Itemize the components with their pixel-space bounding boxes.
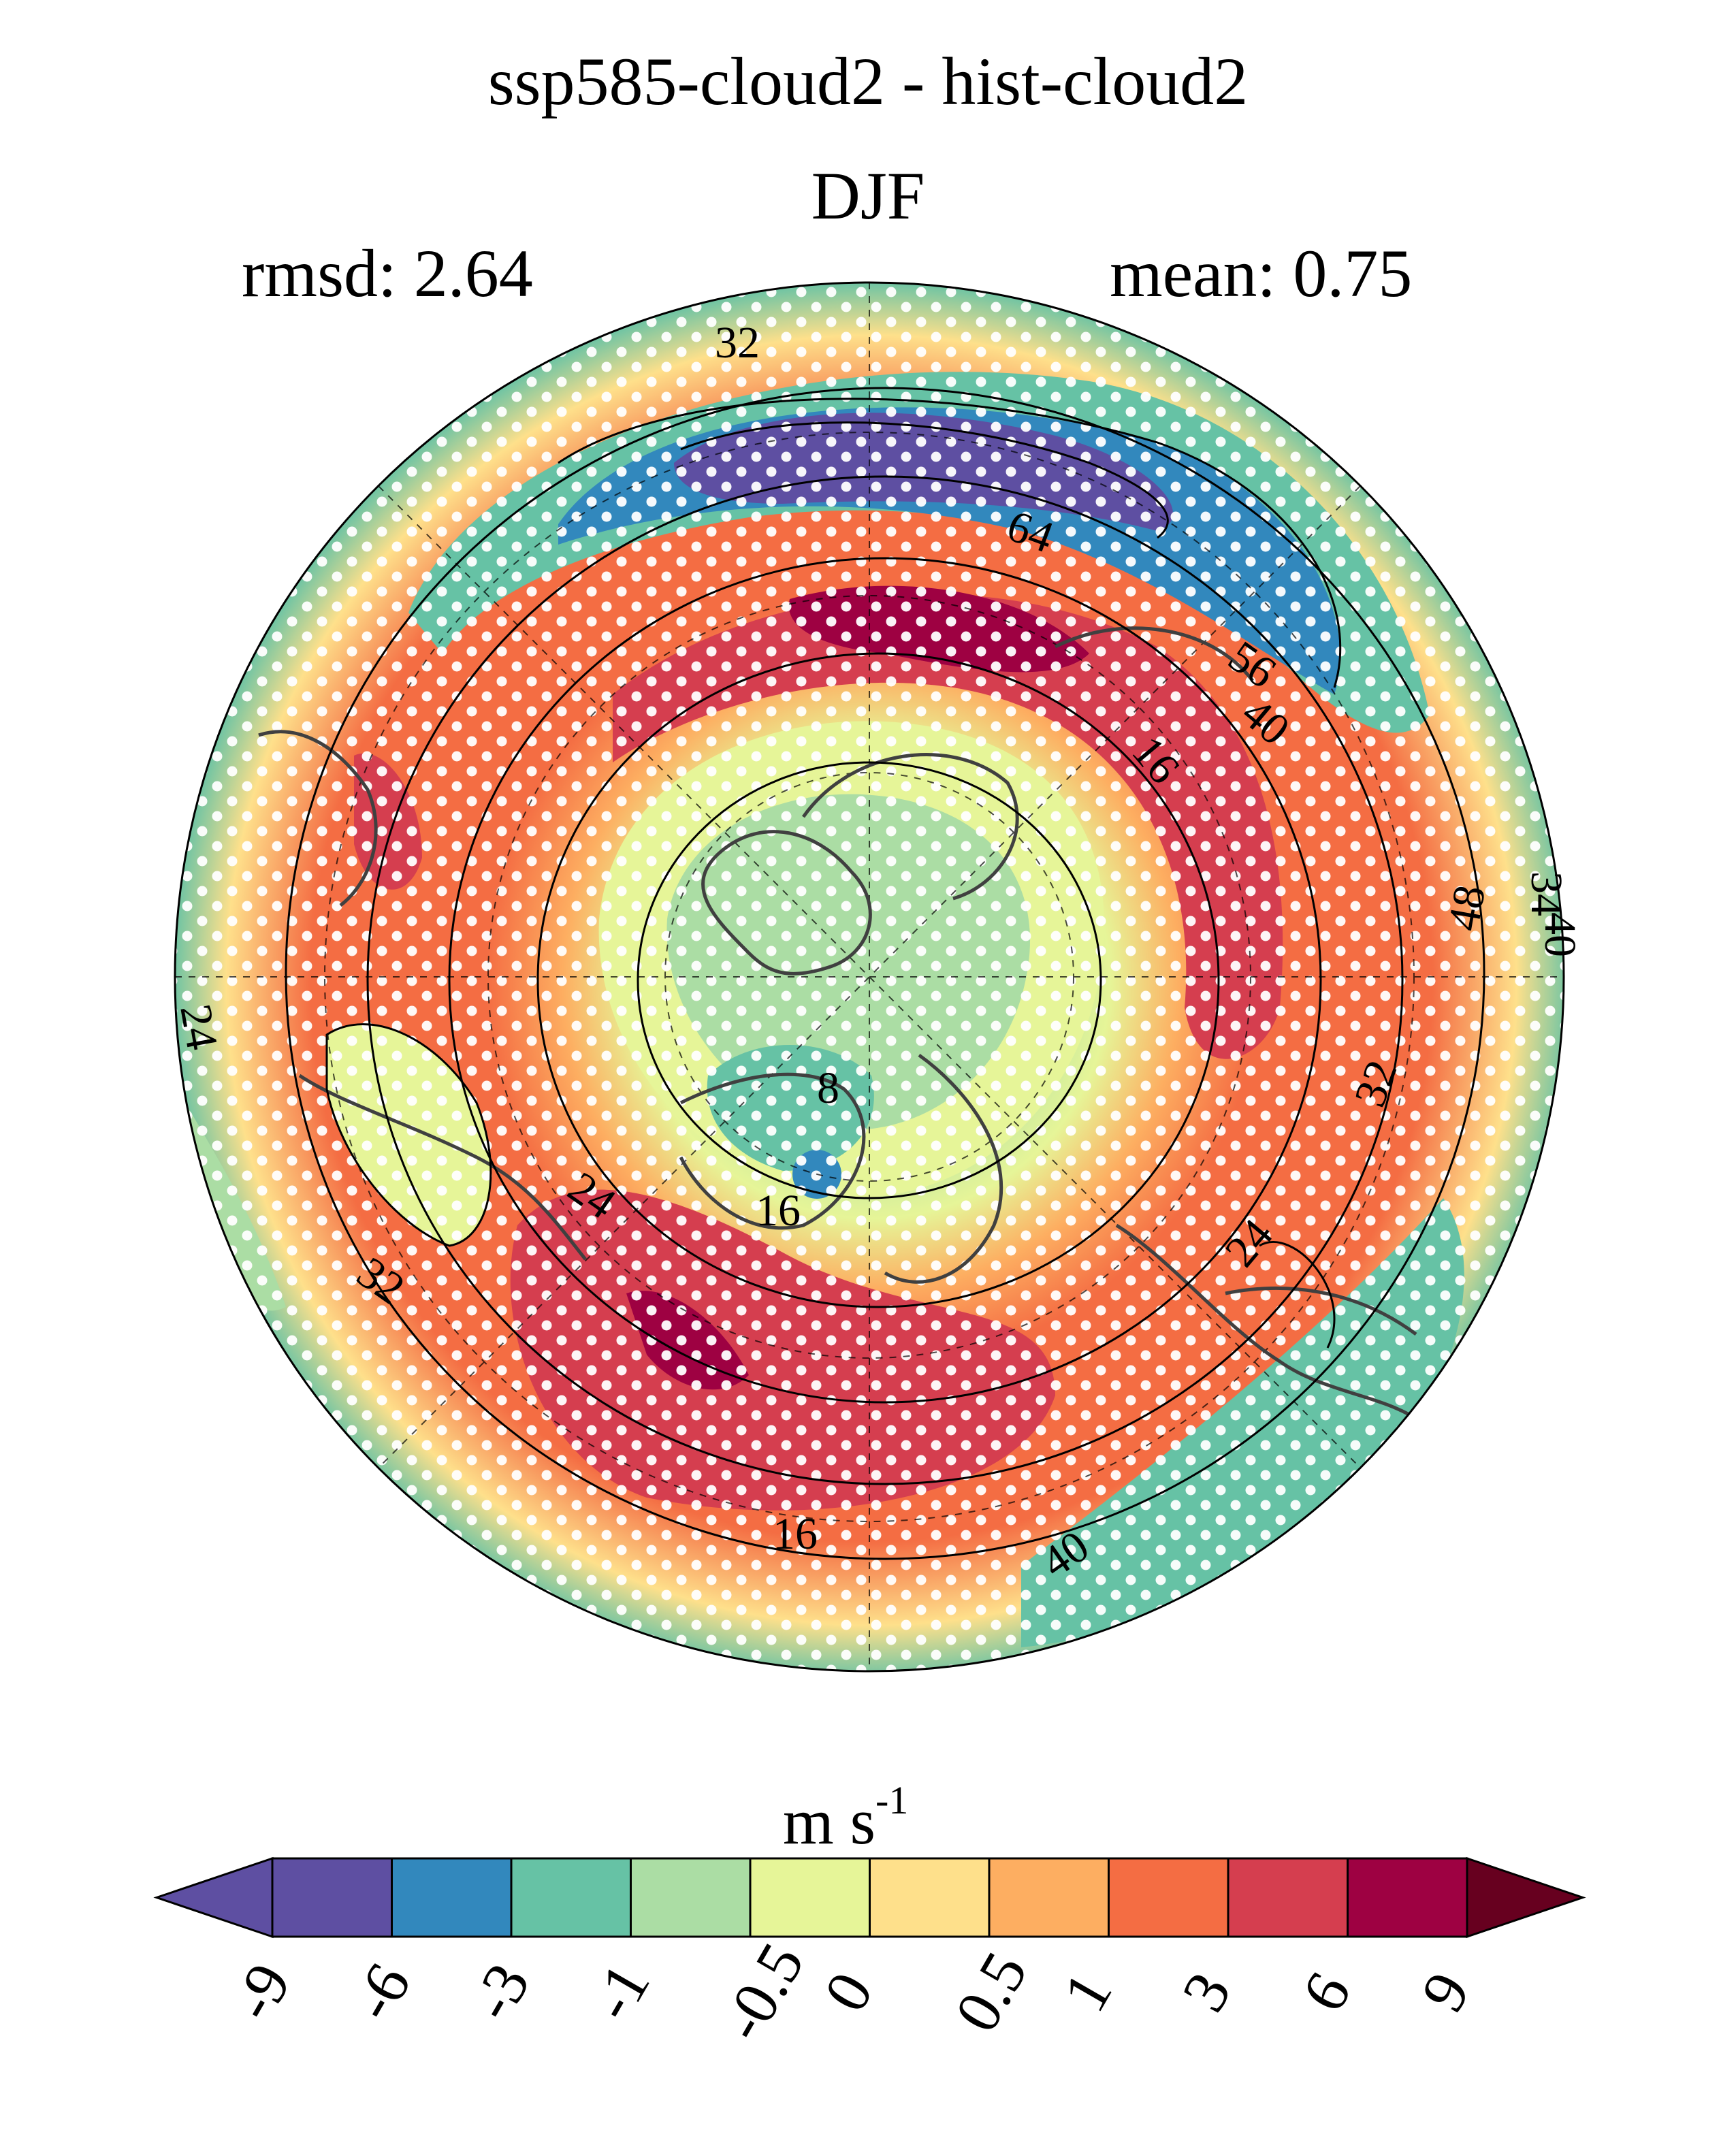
colorbar-segment (988, 1857, 1110, 1938)
map-boundary (174, 281, 1565, 1673)
colorbar-tick-label: -3 (456, 1952, 543, 2032)
colorbar-tick-label: 6 (1287, 1960, 1364, 2023)
contour-label: 32 (715, 318, 760, 368)
colorbar-segment (391, 1857, 513, 1938)
colorbar-tick-label: 0.5 (941, 1940, 1041, 2044)
contour-lines (285, 387, 1485, 1560)
colorbar-tick-label: -9 (217, 1952, 304, 2032)
contour-label: 40 (1535, 912, 1585, 957)
contour-label: 16 (773, 1509, 818, 1559)
colorbar-units: m s-1 (783, 1781, 908, 1854)
colorbar-segment (749, 1857, 871, 1938)
coastlines (258, 626, 1431, 1431)
colorbar-segment (1108, 1857, 1229, 1938)
units-text: m s (783, 1785, 876, 1858)
colorbar-segment (869, 1857, 991, 1938)
colorbar-tick-label: 0 (809, 1960, 886, 2023)
colorbar-extend-low (153, 1856, 274, 1939)
colorbar-tick-label: -1 (576, 1952, 663, 2032)
colorbar-tick-label: -6 (337, 1952, 424, 2032)
colorbar-extend-high (1466, 1856, 1586, 1939)
plot-title: ssp585-cloud2 - hist-cloud2 (487, 44, 1249, 119)
colorbar-segment (1347, 1857, 1468, 1938)
units-exponent: -1 (875, 1778, 909, 1822)
colorbar-tick-label: 1 (1048, 1960, 1125, 2023)
map-field (175, 283, 1564, 1671)
contour-label: 34 (1522, 871, 1571, 916)
colorbar-segment (510, 1857, 632, 1938)
colorbar-tick-label: -0.5 (707, 1931, 818, 2052)
mean-label: mean: 0.75 (1110, 236, 1413, 311)
colorbar-segment (630, 1857, 752, 1938)
contour-label: 8 (817, 1063, 839, 1113)
season-label: DJF (811, 158, 925, 233)
rmsd-label: rmsd: 2.64 (242, 236, 533, 311)
contour-label: 16 (756, 1186, 801, 1236)
contour-label: 24 (170, 1001, 227, 1054)
colorbar-segment (271, 1857, 393, 1938)
contour-label: 48 (1438, 882, 1495, 935)
colorbar-tick-label: 3 (1168, 1960, 1244, 2023)
polar-map: 32 64 56 40 16 34 48 40 32 24 8 16 24 24… (170, 281, 1585, 1673)
colorbar-segment (1227, 1857, 1349, 1938)
colorbar-tick-label: 9 (1407, 1960, 1483, 2023)
graticule (175, 283, 1564, 1671)
